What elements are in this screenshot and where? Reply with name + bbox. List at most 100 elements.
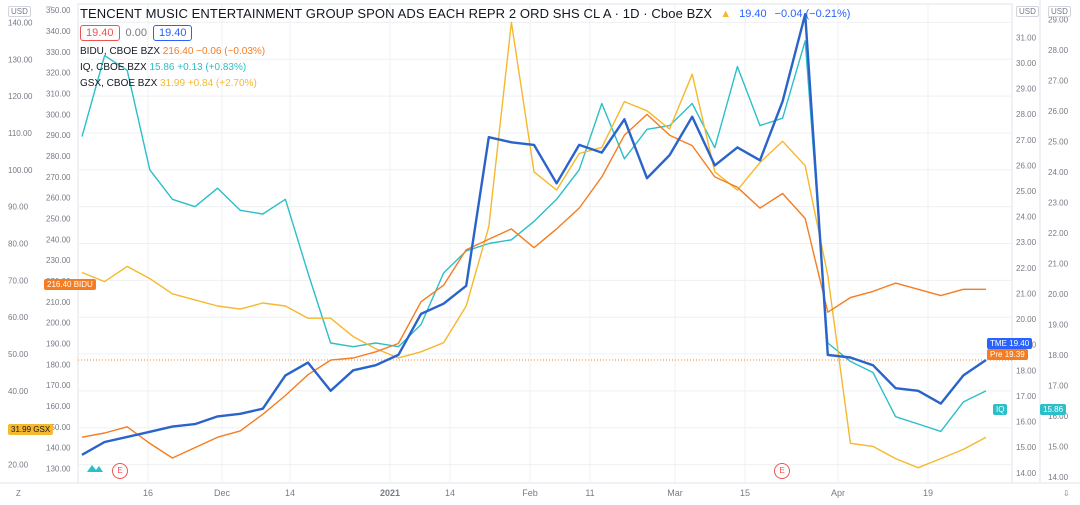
left-outer-tick-label: 40.00: [8, 387, 29, 396]
right-outer-tick-label: 20.00: [1048, 290, 1069, 299]
left-inner-tick-label: 170.00: [46, 381, 71, 390]
bid-ask-box: 19.40 0.00 19.40: [80, 25, 850, 41]
right-outer-tick-label: 26.00: [1048, 107, 1069, 116]
iq-price-tag: 15.86: [1040, 404, 1067, 415]
left-inner-tick-label: 190.00: [46, 339, 71, 348]
legend-symbol: GSX, CBOE BZX: [80, 78, 158, 89]
right-inner-tick-label: 15.00: [1016, 443, 1037, 452]
left-inner-tick-label: 310.00: [46, 90, 71, 99]
x-tick-label: 15: [740, 488, 750, 498]
left-inner-tick-label: 230.00: [46, 256, 71, 265]
right-inner-tick-label: 25.00: [1016, 187, 1037, 196]
earnings-event-icon[interactable]: E: [774, 463, 790, 479]
left-inner-tick-label: 350.00: [46, 6, 71, 15]
legend-value: 15.86 +0.13 (+0.83%): [149, 62, 247, 73]
right-inner-tick-label: 18.00: [1016, 366, 1037, 375]
right-inner-tick-label: 26.00: [1016, 161, 1037, 170]
right-outer-tick-label: 16.00: [1048, 412, 1069, 421]
x-tick-label: 11: [585, 488, 594, 498]
right-outer-tick-label: 22.00: [1048, 229, 1069, 238]
right-outer-tick-label: 18.00: [1048, 351, 1069, 360]
left-inner-tick-label: 210.00: [46, 298, 71, 307]
right-outer-tick-label: 19.00: [1048, 320, 1069, 329]
left-outer-tick-label: 50.00: [8, 350, 29, 359]
left-inner-tick-label: 150.00: [46, 423, 71, 432]
right-inner-tick-label: 17.00: [1016, 392, 1037, 401]
left-outer-tick-label: 90.00: [8, 203, 29, 212]
right-inner-tick-label: 22.00: [1016, 264, 1037, 273]
tme-price-tag: TME 19.40: [987, 338, 1033, 349]
left-inner-tick-label: 250.00: [46, 215, 71, 224]
right-inner-tick-label: 20.00: [1016, 315, 1037, 324]
left-inner-tick-label: 330.00: [46, 48, 71, 57]
x-tick-label: 14: [445, 488, 455, 498]
last-price: 19.40: [739, 7, 767, 20]
x-tick-label: 16: [143, 488, 153, 498]
right-inner-tick-label: 28.00: [1016, 110, 1037, 119]
iq-price-label: IQ: [993, 404, 1008, 415]
left-inner-tick-label: 160.00: [46, 402, 71, 411]
left-inner-tick-label: 200.00: [46, 319, 71, 328]
settings-icon[interactable]: ⇩: [1063, 489, 1070, 498]
right-outer-unit[interactable]: USD: [1048, 6, 1071, 17]
bid-button[interactable]: 19.40: [80, 25, 120, 41]
spread-value: 0.00: [125, 27, 147, 39]
x-tick-label: Feb: [522, 488, 538, 498]
right-outer-tick-label: 14.00: [1048, 473, 1069, 482]
left-inner-tick-label: 320.00: [46, 69, 71, 78]
right-outer-tick-label: 28.00: [1048, 46, 1069, 55]
left-outer-tick-label: 70.00: [8, 276, 29, 285]
right-outer-tick-label: 21.00: [1048, 259, 1069, 268]
earnings-event-icon[interactable]: E: [112, 463, 128, 479]
series-line-bidu: [81, 113, 986, 459]
right-inner-unit[interactable]: USD: [1016, 6, 1039, 17]
left-outer-tick-label: 140.00: [8, 18, 33, 27]
left-inner-tick-label: 180.00: [46, 360, 71, 369]
left-outer-tick-label: 120.00: [8, 92, 33, 101]
left-inner-tick-label: 240.00: [46, 235, 71, 244]
ask-button[interactable]: 19.40: [152, 25, 193, 41]
left-inner-tick-label: 140.00: [46, 444, 71, 453]
chart-legend: TENCENT MUSIC ENTERTAINMENT GROUP SPON A…: [80, 6, 850, 89]
x-tick-label: Apr: [831, 488, 845, 498]
right-outer-tick-label: 29.00: [1048, 15, 1069, 24]
left-outer-unit[interactable]: USD: [8, 6, 31, 17]
left-inner-tick-label: 280.00: [46, 152, 71, 161]
legend-symbol: IQ, CBOE BZX: [80, 62, 147, 73]
legend-item-iq[interactable]: IQ, CBOE BZX 15.86 +0.13 (+0.83%): [80, 62, 850, 73]
x-tick-label: Mar: [667, 488, 683, 498]
left-outer-tick-label: 100.00: [8, 166, 33, 175]
left-inner-tick-label: 290.00: [46, 131, 71, 140]
left-inner-tick-label: 270.00: [46, 173, 71, 182]
right-inner-tick-label: 31.00: [1016, 33, 1037, 42]
auto-scale-button[interactable]: Z: [16, 489, 21, 498]
left-outer-tick-label: 130.00: [8, 55, 33, 64]
x-tick-label: 2021: [380, 488, 400, 498]
left-inner-unit[interactable]: [46, 6, 52, 8]
x-tick-label: 14: [285, 488, 295, 498]
right-outer-tick-label: 24.00: [1048, 168, 1069, 177]
right-outer-tick-label: 25.00: [1048, 137, 1069, 146]
x-tick-label: 19: [923, 488, 933, 498]
left-outer-tick-label: 80.00: [8, 240, 29, 249]
right-outer-tick-label: 15.00: [1048, 442, 1069, 451]
legend-item-bidu[interactable]: BIDU, CBOE BZX 216.40 −0.06 (−0.03%): [80, 46, 850, 57]
legend-symbol: BIDU, CBOE BZX: [80, 46, 161, 57]
right-inner-tick-label: 16.00: [1016, 418, 1037, 427]
right-outer-tick-label: 23.00: [1048, 198, 1069, 207]
price-change: −0.04 (−0.21%): [774, 7, 851, 20]
tradingview-logo-icon: [87, 465, 103, 472]
right-inner-tick-label: 23.00: [1016, 238, 1037, 247]
symbol-title[interactable]: TENCENT MUSIC ENTERTAINMENT GROUP SPON A…: [80, 6, 713, 21]
pre-price-tag: Pre 19.39: [987, 349, 1028, 360]
legend-value: 31.99 +0.84 (+2.70%): [160, 78, 257, 89]
left-inner-tick-label: 260.00: [46, 194, 71, 203]
bidu-price-tag: 216.40 BIDU: [44, 279, 96, 290]
series-line-gsx: [81, 21, 987, 469]
right-inner-tick-label: 24.00: [1016, 213, 1037, 222]
gsx-price-tag: 31.99 GSX: [8, 424, 54, 435]
legend-item-gsx[interactable]: GSX, CBOE BZX 31.99 +0.84 (+2.70%): [80, 78, 850, 89]
left-inner-tick-label: 300.00: [46, 110, 71, 119]
right-inner-tick-label: 14.00: [1016, 469, 1037, 478]
